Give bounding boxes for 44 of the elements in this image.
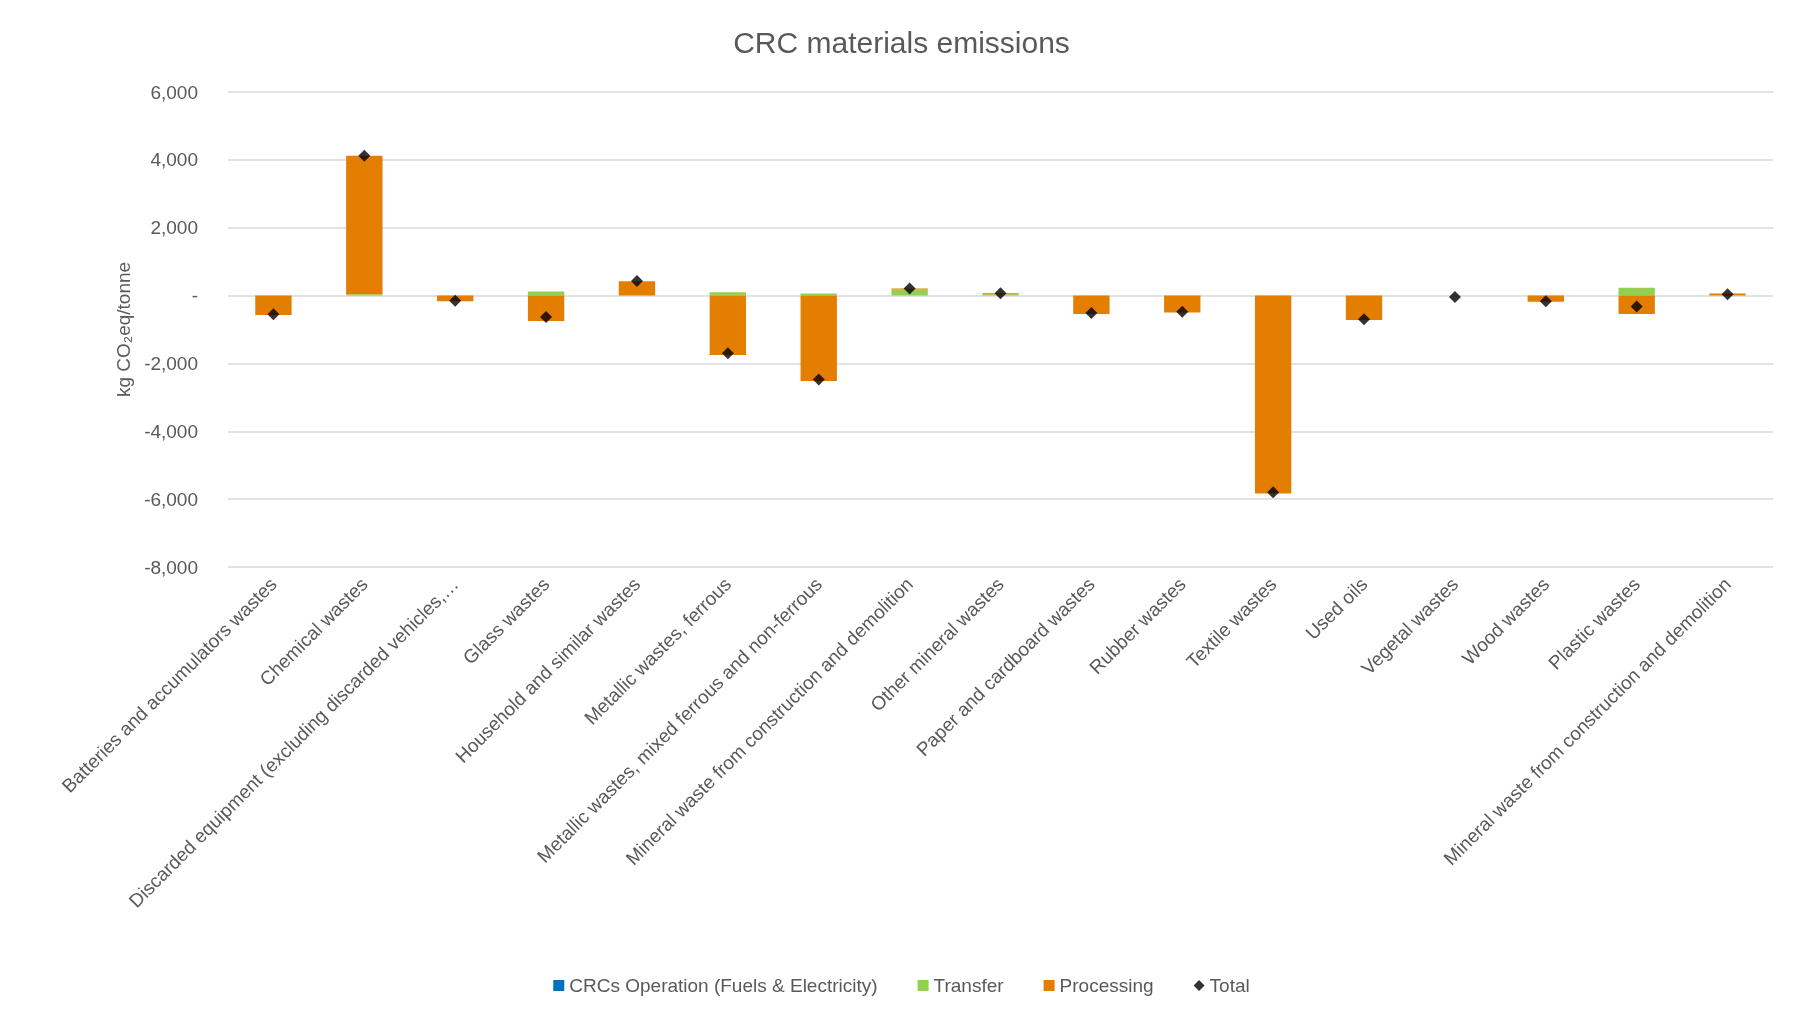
- y-tick-label: -4,000: [144, 420, 198, 442]
- bar: [709, 295, 747, 355]
- point: [1176, 305, 1189, 318]
- bar: [709, 292, 747, 296]
- y-tick-label: 6,000: [150, 81, 198, 103]
- y-axis-title: kg CO₂eq/tonne: [113, 261, 135, 398]
- point: [630, 274, 643, 287]
- y-tick-label: -: [191, 285, 198, 307]
- point: [1721, 288, 1734, 301]
- bar: [527, 295, 565, 322]
- bar: [1345, 295, 1383, 320]
- point: [267, 308, 280, 321]
- point: [994, 287, 1007, 300]
- point: [903, 282, 916, 295]
- point: [540, 310, 553, 323]
- point: [1085, 306, 1098, 319]
- point: [1267, 486, 1280, 499]
- point: [721, 347, 734, 360]
- point: [1539, 295, 1552, 308]
- point: [1358, 313, 1371, 326]
- bar: [527, 291, 565, 296]
- point: [1448, 290, 1461, 303]
- y-tick-label: -8,000: [144, 556, 198, 578]
- y-tick-label: -2,000: [144, 352, 198, 374]
- bar: [800, 293, 837, 296]
- point: [449, 294, 462, 307]
- bar: [1254, 295, 1292, 494]
- bar: [800, 295, 837, 382]
- bar: [1073, 295, 1110, 314]
- y-tick-label: 4,000: [150, 149, 198, 171]
- bar: [1164, 295, 1201, 313]
- bar: [1618, 287, 1655, 296]
- y-tick-label: -6,000: [144, 488, 198, 510]
- bar: [618, 281, 656, 296]
- point: [358, 149, 371, 162]
- point: [812, 373, 825, 386]
- bar: [346, 155, 383, 295]
- legend-label: Total: [1209, 975, 1250, 996]
- legend-label: Transfer: [933, 975, 1005, 996]
- legend-label: Processing: [1059, 975, 1154, 996]
- legend-label: CRCs Operation (Fuels & Electricity): [569, 975, 878, 996]
- bar: [255, 295, 292, 315]
- y-tick-label: 2,000: [150, 217, 198, 239]
- chart-title: CRC materials emissions: [733, 25, 1070, 59]
